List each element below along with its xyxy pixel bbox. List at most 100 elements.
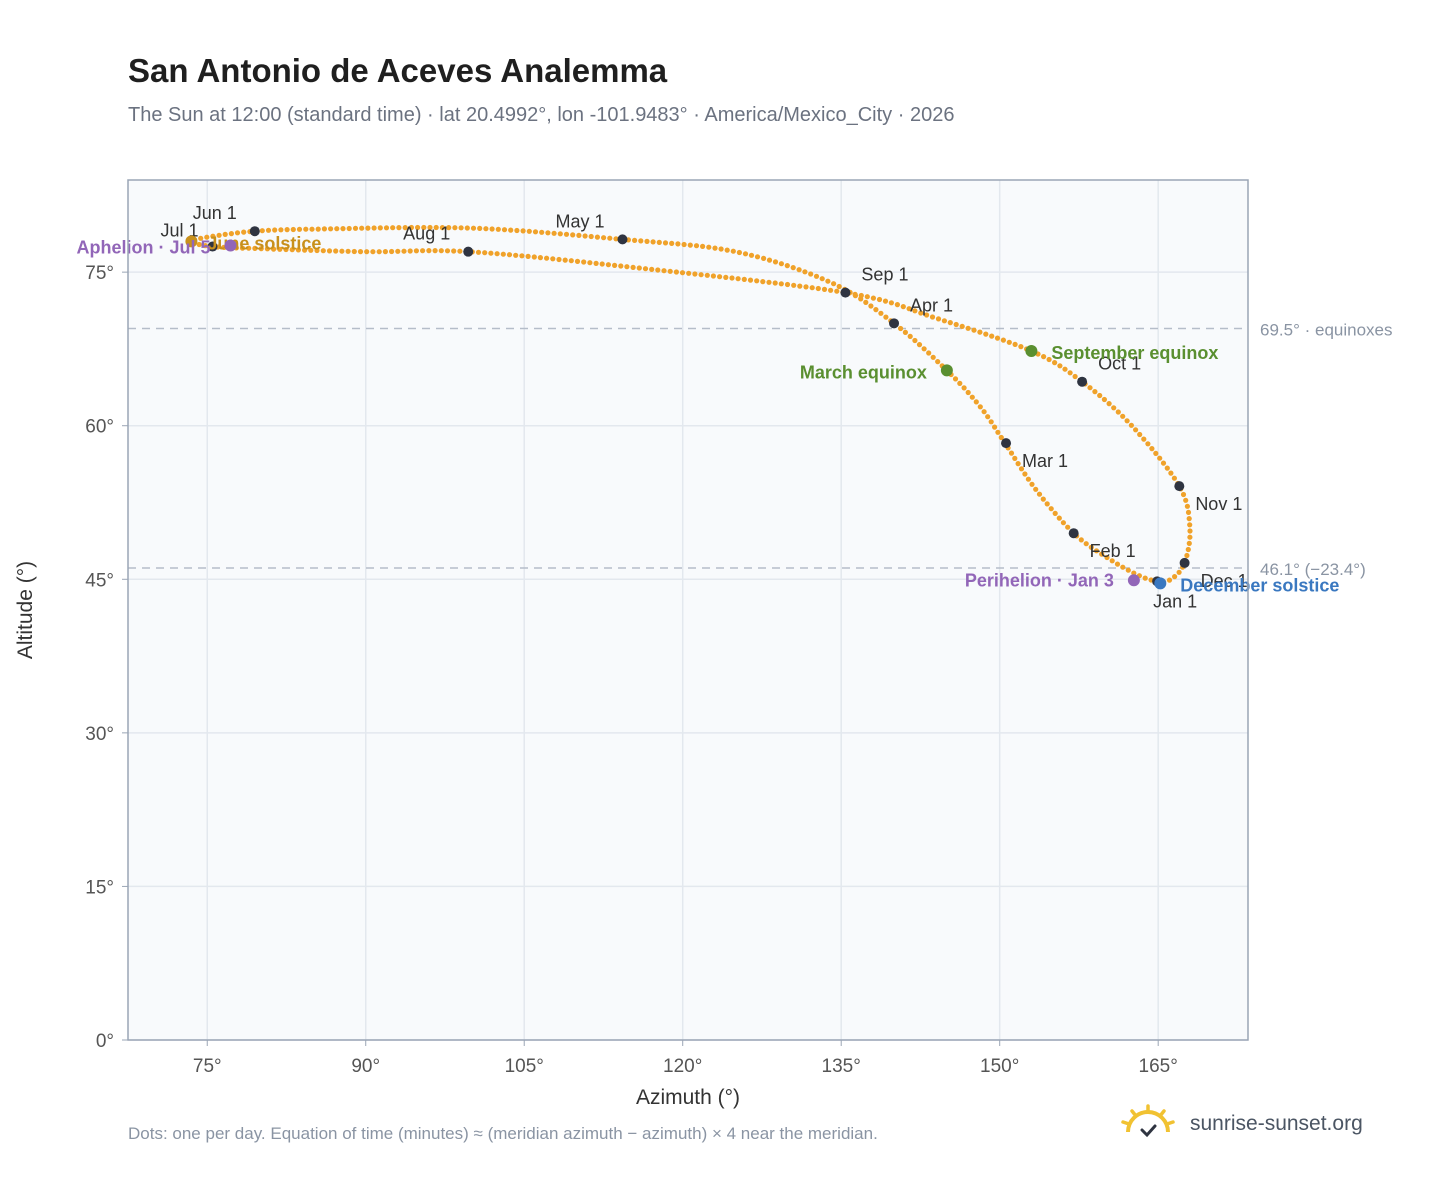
day-dot <box>1040 496 1046 502</box>
day-dot <box>796 267 802 273</box>
day-dot <box>1062 366 1068 372</box>
day-dot <box>587 260 593 266</box>
day-dot <box>883 314 889 320</box>
month-marker <box>463 246 474 257</box>
day-dot <box>1187 534 1193 540</box>
day-dot <box>198 235 204 241</box>
day-dot <box>730 248 736 254</box>
day-dot <box>1044 501 1050 507</box>
day-dot <box>601 235 607 241</box>
day-dot <box>432 248 438 254</box>
day-dot <box>426 248 432 254</box>
day-dot <box>1141 436 1147 442</box>
day-dot <box>630 264 636 270</box>
y-tick-label: 15° <box>85 877 114 898</box>
event-label: June solstice <box>207 233 321 253</box>
day-dot <box>998 434 1004 441</box>
y-tick-label: 45° <box>85 570 114 591</box>
day-dot <box>594 234 601 240</box>
day-dot <box>340 226 346 232</box>
day-dot <box>265 227 272 233</box>
day-dot <box>1097 392 1103 399</box>
day-dot <box>488 250 494 256</box>
day-dot <box>784 263 790 269</box>
day-dot <box>470 225 477 231</box>
day-dot <box>613 236 619 242</box>
day-dot <box>395 248 401 254</box>
day-dot <box>994 335 1001 341</box>
day-dot <box>1168 470 1174 476</box>
day-dot <box>898 325 904 332</box>
event-marker <box>185 235 198 248</box>
day-dot <box>520 228 526 234</box>
day-dot <box>819 276 825 282</box>
day-dot <box>216 232 222 238</box>
day-dot <box>576 232 582 238</box>
day-dot <box>1025 476 1031 482</box>
month-marker-label: Jun 1 <box>193 203 237 223</box>
day-dot <box>965 325 971 331</box>
day-dot <box>413 248 419 254</box>
day-dot <box>742 251 749 257</box>
day-dot <box>228 231 234 237</box>
month-marker-label: Sep 1 <box>861 265 908 285</box>
y-tick-label: 60° <box>85 417 114 438</box>
day-dot <box>778 281 784 287</box>
day-dot <box>477 225 483 231</box>
day-dot <box>550 256 556 262</box>
day-dot <box>655 267 661 273</box>
day-dot <box>556 256 562 263</box>
x-tick-label: 105° <box>505 1056 544 1077</box>
day-dot <box>809 285 815 291</box>
month-marker <box>1174 481 1185 492</box>
day-dot <box>675 241 681 247</box>
day-dot <box>402 225 408 231</box>
day-dot <box>632 237 638 243</box>
plot-area <box>128 180 1248 1040</box>
day-dot <box>377 225 383 231</box>
day-dot <box>339 248 345 254</box>
day-dot <box>396 225 402 231</box>
brand-logo[interactable]: sunrise-sunset.org <box>1120 1100 1390 1150</box>
day-dot <box>420 248 426 254</box>
day-dot <box>1067 370 1073 376</box>
day-dot <box>834 288 840 294</box>
reference-lines: 69.5° · equinoxes 46.1° (−23.4°) <box>128 320 1393 579</box>
day-dot <box>961 385 967 391</box>
day-dot <box>451 248 457 254</box>
day-dot <box>1056 515 1062 521</box>
day-dot <box>1015 461 1021 467</box>
day-dot <box>662 240 669 246</box>
day-dot <box>952 376 959 382</box>
day-dot <box>345 248 351 254</box>
event-marker <box>940 364 953 377</box>
day-dot <box>624 264 630 270</box>
day-dot <box>501 227 508 233</box>
day-dot <box>1166 577 1173 583</box>
day-dot <box>1052 510 1058 516</box>
day-dot <box>912 308 918 314</box>
day-dot <box>760 279 766 285</box>
day-dot <box>821 286 828 292</box>
day-dot <box>351 248 357 255</box>
day-dot <box>661 268 667 274</box>
day-dot <box>941 318 948 324</box>
event-label: September equinox <box>1051 343 1218 363</box>
day-dot <box>246 245 252 251</box>
day-dot <box>831 281 837 287</box>
day-dot <box>912 337 918 344</box>
day-dot <box>376 249 382 255</box>
month-marker-label: Feb 1 <box>1090 541 1136 561</box>
day-dot <box>444 248 451 254</box>
day-dot <box>724 247 730 253</box>
day-dot <box>907 333 913 339</box>
day-dot <box>390 225 396 231</box>
brand-name: sunrise-sunset.org <box>1190 1112 1363 1135</box>
day-dot <box>723 274 729 280</box>
day-dot <box>333 248 339 254</box>
day-dot <box>513 252 519 258</box>
day-dot <box>537 255 544 261</box>
day-dot <box>953 321 959 328</box>
event-label: Aphelion · Jul 5 <box>76 238 210 258</box>
day-dot <box>741 276 747 282</box>
